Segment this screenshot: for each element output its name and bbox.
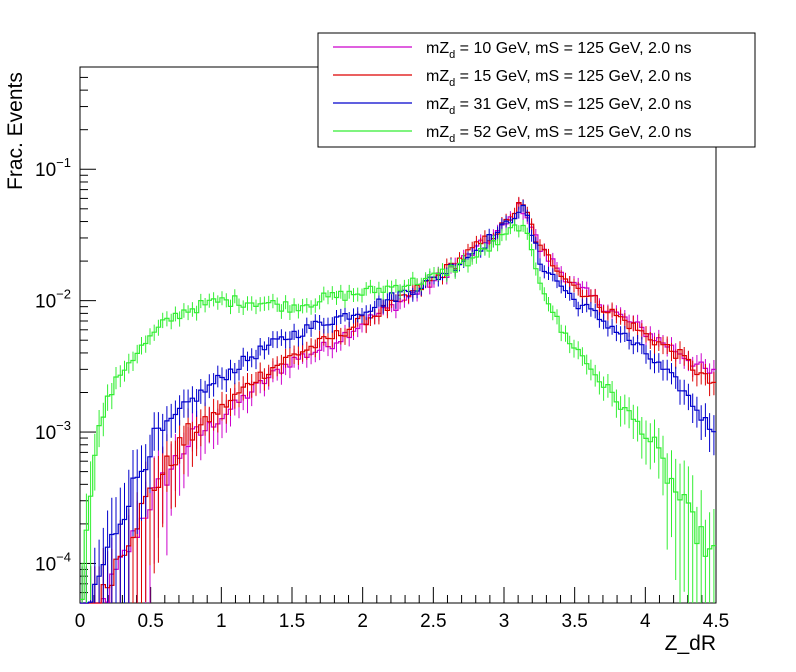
legend-label: mZd = 15 GeV, mS = 125 GeV, 2.0 ns [426, 68, 692, 89]
x-tick-label: 1 [216, 611, 227, 632]
legend: mZd = 10 GeV, mS = 125 GeV, 2.0 ns mZd = … [317, 32, 756, 148]
x-tick-label: 0 [75, 611, 86, 632]
x-tick-label: 3.5 [561, 611, 587, 632]
y-tick-label: 10−4 [35, 549, 71, 575]
series-line [80, 204, 716, 604]
x-tick-labels: 0 0.5 1 1.5 2 2.5 3 3.5 4 4.5 [75, 611, 730, 632]
legend-label: mZd = 10 GeV, mS = 125 GeV, 2.0 ns [426, 40, 692, 61]
x-axis-title: Z_dR [665, 632, 716, 655]
x-tick-label: 0.5 [137, 611, 163, 632]
series-errorbars [81, 199, 715, 603]
series-line [80, 202, 716, 604]
series-layer [80, 196, 716, 604]
x-tick-label: 4 [640, 611, 651, 632]
series-3 [80, 219, 716, 603]
series-errorbars [81, 196, 715, 603]
x-tick-label: 1.5 [279, 611, 305, 632]
legend-label: mZd = 31 GeV, mS = 125 GeV, 2.0 ns [426, 96, 692, 117]
axis-ticks [79, 76, 717, 604]
y-tick-label: 10−3 [35, 418, 71, 444]
x-tick-label: 3 [499, 611, 510, 632]
y-axis-title: Frac. Events [4, 72, 27, 190]
y-tick-label: 10−1 [35, 155, 71, 181]
x-tick-label: 2 [357, 611, 368, 632]
x-tick-label: 4.5 [703, 611, 729, 632]
legend-box [317, 32, 756, 148]
y-tick-labels: 10−4 10−3 10−2 10−1 [35, 155, 71, 575]
y-tick-label: 10−2 [35, 287, 71, 313]
series-errorbars [81, 198, 715, 603]
series-line [80, 224, 716, 600]
legend-label: mZd = 52 GeV, mS = 125 GeV, 2.0 ns [426, 124, 692, 145]
series-2 [80, 199, 716, 604]
series-errorbars [81, 219, 715, 603]
x-tick-label: 2.5 [420, 611, 446, 632]
series-line [80, 203, 716, 604]
